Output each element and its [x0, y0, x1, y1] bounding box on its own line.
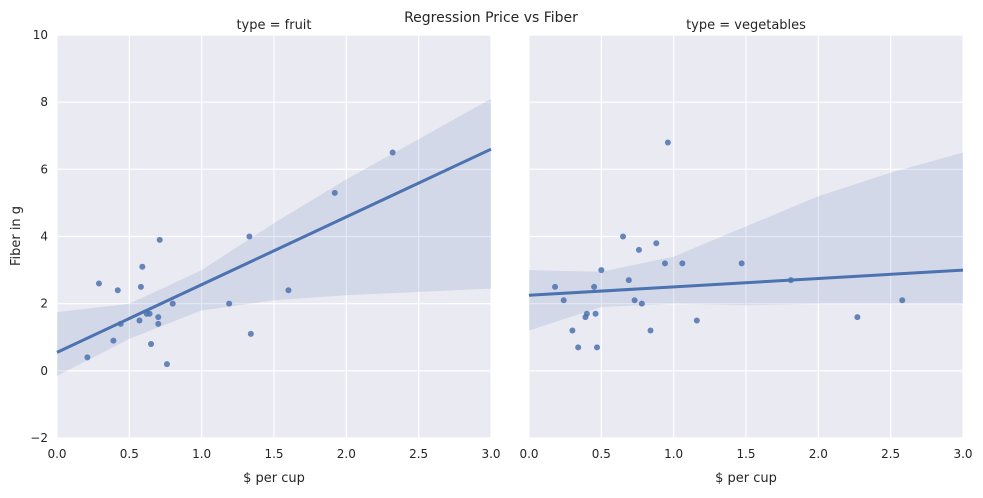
regression-line [56, 147, 492, 354]
data-point [598, 267, 605, 274]
x-tick-label: 2.0 [337, 447, 356, 461]
data-point [84, 354, 91, 361]
data-point [331, 189, 338, 196]
facet-panel-2: type = vegetables 0.0 0.5 1.0 1.5 2.0 2.5 3.0 $ … [519, 18, 972, 486]
data-point [620, 233, 627, 240]
data-point [653, 240, 660, 247]
data-point [560, 297, 567, 304]
data-point [552, 283, 559, 290]
x-tick-label: 1.0 [664, 447, 683, 461]
data-point [647, 327, 654, 334]
data-point [137, 283, 144, 290]
data-point [95, 280, 102, 287]
y-tick-label: 8 [40, 95, 48, 109]
y-tick-label: 10 [33, 28, 48, 42]
data-point [155, 314, 162, 321]
x-tick-label: 1.5 [264, 447, 283, 461]
data-point [635, 246, 642, 253]
data-point [155, 320, 162, 327]
data-point [148, 340, 155, 347]
regression-line [528, 268, 964, 297]
x-tick-label: 0.0 [519, 447, 538, 461]
data-point [285, 287, 292, 294]
x-tick-label: 1.0 [192, 447, 211, 461]
data-point [592, 310, 599, 317]
data-point [693, 317, 700, 324]
data-point [679, 260, 686, 267]
data-point [593, 344, 600, 351]
x-axis-label: $ per cup [715, 471, 777, 486]
data-point [163, 361, 170, 368]
x-tick-label: 2.5 [409, 447, 428, 461]
facet-panel-1: type = fruit 0.0 0.5 1.0 1.5 2.0 2.5 3.0 −2 0 2 4 6 8… [30, 18, 500, 486]
data-point [661, 260, 668, 267]
data-point [631, 297, 638, 304]
data-point [591, 283, 598, 290]
confidence-band [529, 152, 963, 331]
confidence-band [57, 98, 491, 376]
data-point [156, 236, 163, 243]
y-tick-label: 0 [40, 364, 48, 378]
x-tick-label: 2.0 [809, 447, 828, 461]
data-point [738, 260, 745, 267]
x-tick-label: 0.0 [47, 447, 66, 461]
data-point [136, 317, 143, 324]
y-tick-label: 6 [40, 162, 48, 176]
data-point [246, 233, 253, 240]
data-point [583, 310, 590, 317]
panel-title: type = fruit [236, 18, 311, 33]
data-point [569, 327, 576, 334]
x-tick-label: 3.0 [953, 447, 972, 461]
x-axis-label: $ per cup [243, 471, 305, 486]
x-tick-label: 1.5 [736, 447, 755, 461]
x-tick-label: 3.0 [481, 447, 500, 461]
x-tick-label: 0.5 [120, 447, 139, 461]
data-point [226, 300, 233, 307]
data-point [169, 300, 176, 307]
y-tick-label: 4 [40, 230, 48, 244]
data-point [575, 344, 582, 351]
data-point [247, 330, 254, 337]
panel-title: type = vegetables [686, 18, 806, 33]
x-tick-label: 2.5 [881, 447, 900, 461]
figure-title: Regression Price vs Fiber [404, 10, 578, 26]
data-point [389, 149, 396, 156]
data-point [854, 314, 861, 321]
data-point [638, 300, 645, 307]
data-point [899, 297, 906, 304]
data-point [146, 310, 153, 317]
data-point [664, 139, 671, 146]
y-tick-label: 2 [40, 297, 48, 311]
data-point [110, 337, 117, 344]
data-point [625, 277, 632, 284]
data-point [114, 287, 121, 294]
x-tick-label: 0.5 [592, 447, 611, 461]
y-axis-label: Fiber in g [9, 206, 24, 266]
y-tick-label: −2 [30, 431, 48, 445]
data-point [139, 263, 146, 270]
